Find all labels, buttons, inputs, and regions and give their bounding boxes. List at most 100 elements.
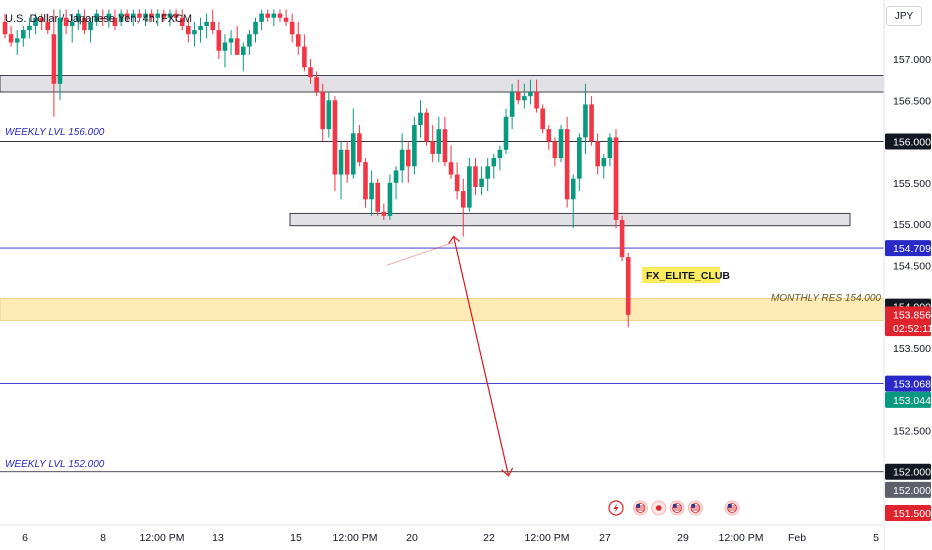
candle — [124, 9, 130, 22]
monthly-zone — [0, 298, 885, 321]
events-layer — [608, 500, 740, 516]
lightning-icon — [608, 500, 624, 516]
candle — [14, 30, 20, 55]
time-tick-label: 29 — [677, 532, 689, 544]
candle — [381, 203, 387, 220]
price-axis[interactable] — [884, 0, 932, 550]
candle — [33, 13, 38, 35]
candle — [63, 9, 69, 35]
candle — [277, 9, 283, 22]
candle — [485, 158, 490, 192]
time-tick-label: 12:00 PM — [525, 532, 570, 544]
svg-text:151.500: 151.500 — [893, 508, 931, 520]
candle — [283, 9, 289, 26]
price-tick-label: 153.500 — [893, 343, 931, 355]
candle — [375, 178, 381, 216]
svg-text:154.709: 154.709 — [893, 243, 931, 255]
candle — [271, 9, 277, 26]
price-badge: 153.856 — [885, 306, 931, 323]
candle — [45, 13, 51, 35]
price-badge: 156.000 — [885, 133, 931, 150]
price-tick-label: 152.500 — [893, 425, 931, 437]
price-badges: 156.000154.709154.000153.85602:52:11153.… — [885, 133, 932, 521]
candle — [613, 129, 619, 229]
candle — [118, 9, 124, 26]
candle — [149, 9, 154, 22]
price-tick-label: 154.500 — [893, 260, 931, 272]
candle — [204, 13, 209, 39]
candle — [167, 9, 173, 26]
price-badge: 152.000 — [885, 463, 931, 480]
candle — [210, 9, 216, 35]
candle — [344, 141, 350, 183]
candle — [112, 9, 118, 31]
candle — [228, 30, 234, 55]
candle — [216, 21, 222, 59]
candle — [100, 9, 106, 26]
svg-text:152.000: 152.000 — [893, 485, 931, 497]
candle — [552, 137, 558, 167]
candle — [326, 92, 332, 138]
candle — [418, 100, 423, 138]
currency-button[interactable]: JPY — [886, 6, 922, 26]
candle — [460, 178, 466, 237]
candle — [131, 9, 136, 26]
candle — [583, 83, 588, 154]
price-badge: 02:52:11 — [885, 320, 932, 337]
candle — [320, 83, 326, 142]
candle — [412, 116, 417, 175]
price-tick-label: 157.000 — [893, 54, 931, 66]
candle — [595, 133, 600, 175]
svg-text:156.000: 156.000 — [893, 137, 931, 149]
price-badge: 152.000 — [885, 481, 931, 498]
projection-arrow — [386, 235, 514, 477]
candle — [509, 83, 515, 130]
candle — [534, 79, 539, 113]
candle — [619, 215, 625, 262]
candle — [302, 34, 307, 72]
candle — [155, 9, 161, 26]
time-tick-label: 22 — [483, 532, 495, 544]
candle — [528, 79, 533, 105]
candle — [625, 252, 631, 328]
candle — [393, 166, 399, 200]
candle — [21, 25, 26, 47]
candle — [137, 9, 142, 22]
candle — [350, 108, 356, 179]
candle — [247, 30, 252, 55]
price-badge: 154.709 — [885, 240, 931, 257]
candle — [503, 108, 509, 154]
time-tick-label: 15 — [290, 532, 302, 544]
candle — [491, 153, 497, 179]
candle — [473, 158, 478, 196]
time-tick-label: 27 — [599, 532, 611, 544]
candle — [332, 96, 338, 192]
candle — [607, 133, 613, 167]
weekly-156-label: WEEKLY LVL 156.000 — [5, 127, 105, 138]
candle — [436, 116, 442, 163]
candle — [424, 108, 429, 146]
candle — [2, 13, 8, 39]
candle — [454, 162, 460, 200]
candle — [192, 21, 197, 47]
candle — [295, 21, 301, 55]
svg-text:153.044: 153.044 — [893, 395, 931, 407]
time-tick-label: 12:00 PM — [719, 532, 764, 544]
candle — [442, 116, 448, 167]
candle — [515, 79, 521, 105]
record-icon — [651, 500, 667, 516]
candle — [8, 25, 14, 47]
candle — [234, 25, 240, 55]
price-tick-label: 155.000 — [893, 219, 931, 231]
price-tick-label: 155.500 — [893, 178, 931, 190]
candle — [69, 13, 75, 43]
candle — [399, 133, 405, 183]
candle — [76, 9, 81, 31]
candle — [222, 34, 228, 68]
svg-text:152.000: 152.000 — [893, 467, 931, 479]
svg-text:02:52:11: 02:52:11 — [893, 323, 932, 335]
time-axis[interactable] — [0, 525, 884, 550]
candle — [259, 9, 264, 31]
gray-zone — [0, 75, 885, 93]
